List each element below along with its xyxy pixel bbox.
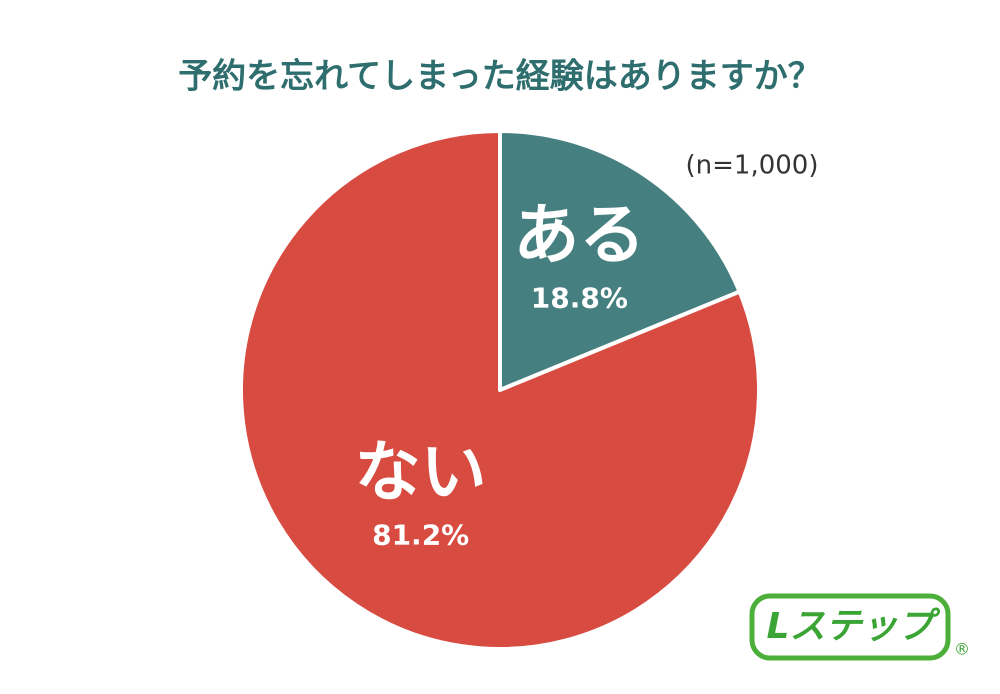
slice-value-label: 81.2% [372, 518, 469, 551]
slice-category-label: ある [513, 197, 645, 274]
pie-slice [498, 129, 742, 392]
pie-slice [239, 129, 761, 651]
chart-subtitle: (n=1,000) [686, 151, 819, 181]
logo-mark: ® [954, 640, 970, 659]
chart-title: 予約を忘れてしまった経験はありますか？ [178, 57, 822, 97]
logo-text: Lステップ [767, 606, 941, 647]
slice-value-label: 18.8% [531, 282, 628, 315]
logo-badge [749, 593, 951, 661]
slice-category-label: ない [355, 433, 487, 510]
logo: Lステップ ® [749, 593, 970, 661]
